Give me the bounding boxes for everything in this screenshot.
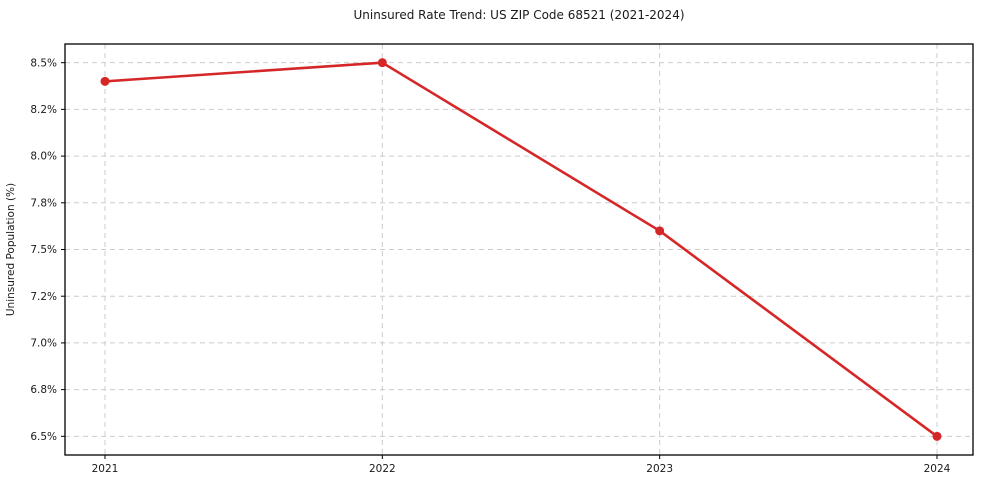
- x-tick-label: 2023: [646, 463, 673, 475]
- chart-title: Uninsured Rate Trend: US ZIP Code 68521 …: [353, 8, 685, 22]
- trend-line: [103, 61, 939, 438]
- y-tick-label: 7.8%: [30, 197, 57, 209]
- data-point-2022: [377, 58, 387, 68]
- x-tick-label: 2022: [369, 463, 396, 475]
- y-tick-label: 8.2%: [30, 104, 57, 116]
- y-tick-label: 7.0%: [30, 338, 57, 350]
- data-point-2023: [655, 226, 665, 236]
- y-tick-label: 8.0%: [30, 151, 57, 163]
- y-tick-label: 7.5%: [30, 244, 57, 256]
- y-axis-label: Uninsured Population (%): [5, 183, 17, 316]
- x-tick-label: 2021: [92, 463, 119, 475]
- x-tick-label: 2024: [924, 463, 951, 475]
- y-tick-label: 7.2%: [30, 291, 57, 303]
- data-point-2024: [932, 431, 942, 441]
- y-tick-label: 6.8%: [30, 384, 57, 396]
- y-tick-label: 8.5%: [30, 57, 57, 69]
- y-tick-label: 6.5%: [30, 431, 57, 443]
- data-point-2021: [100, 76, 110, 86]
